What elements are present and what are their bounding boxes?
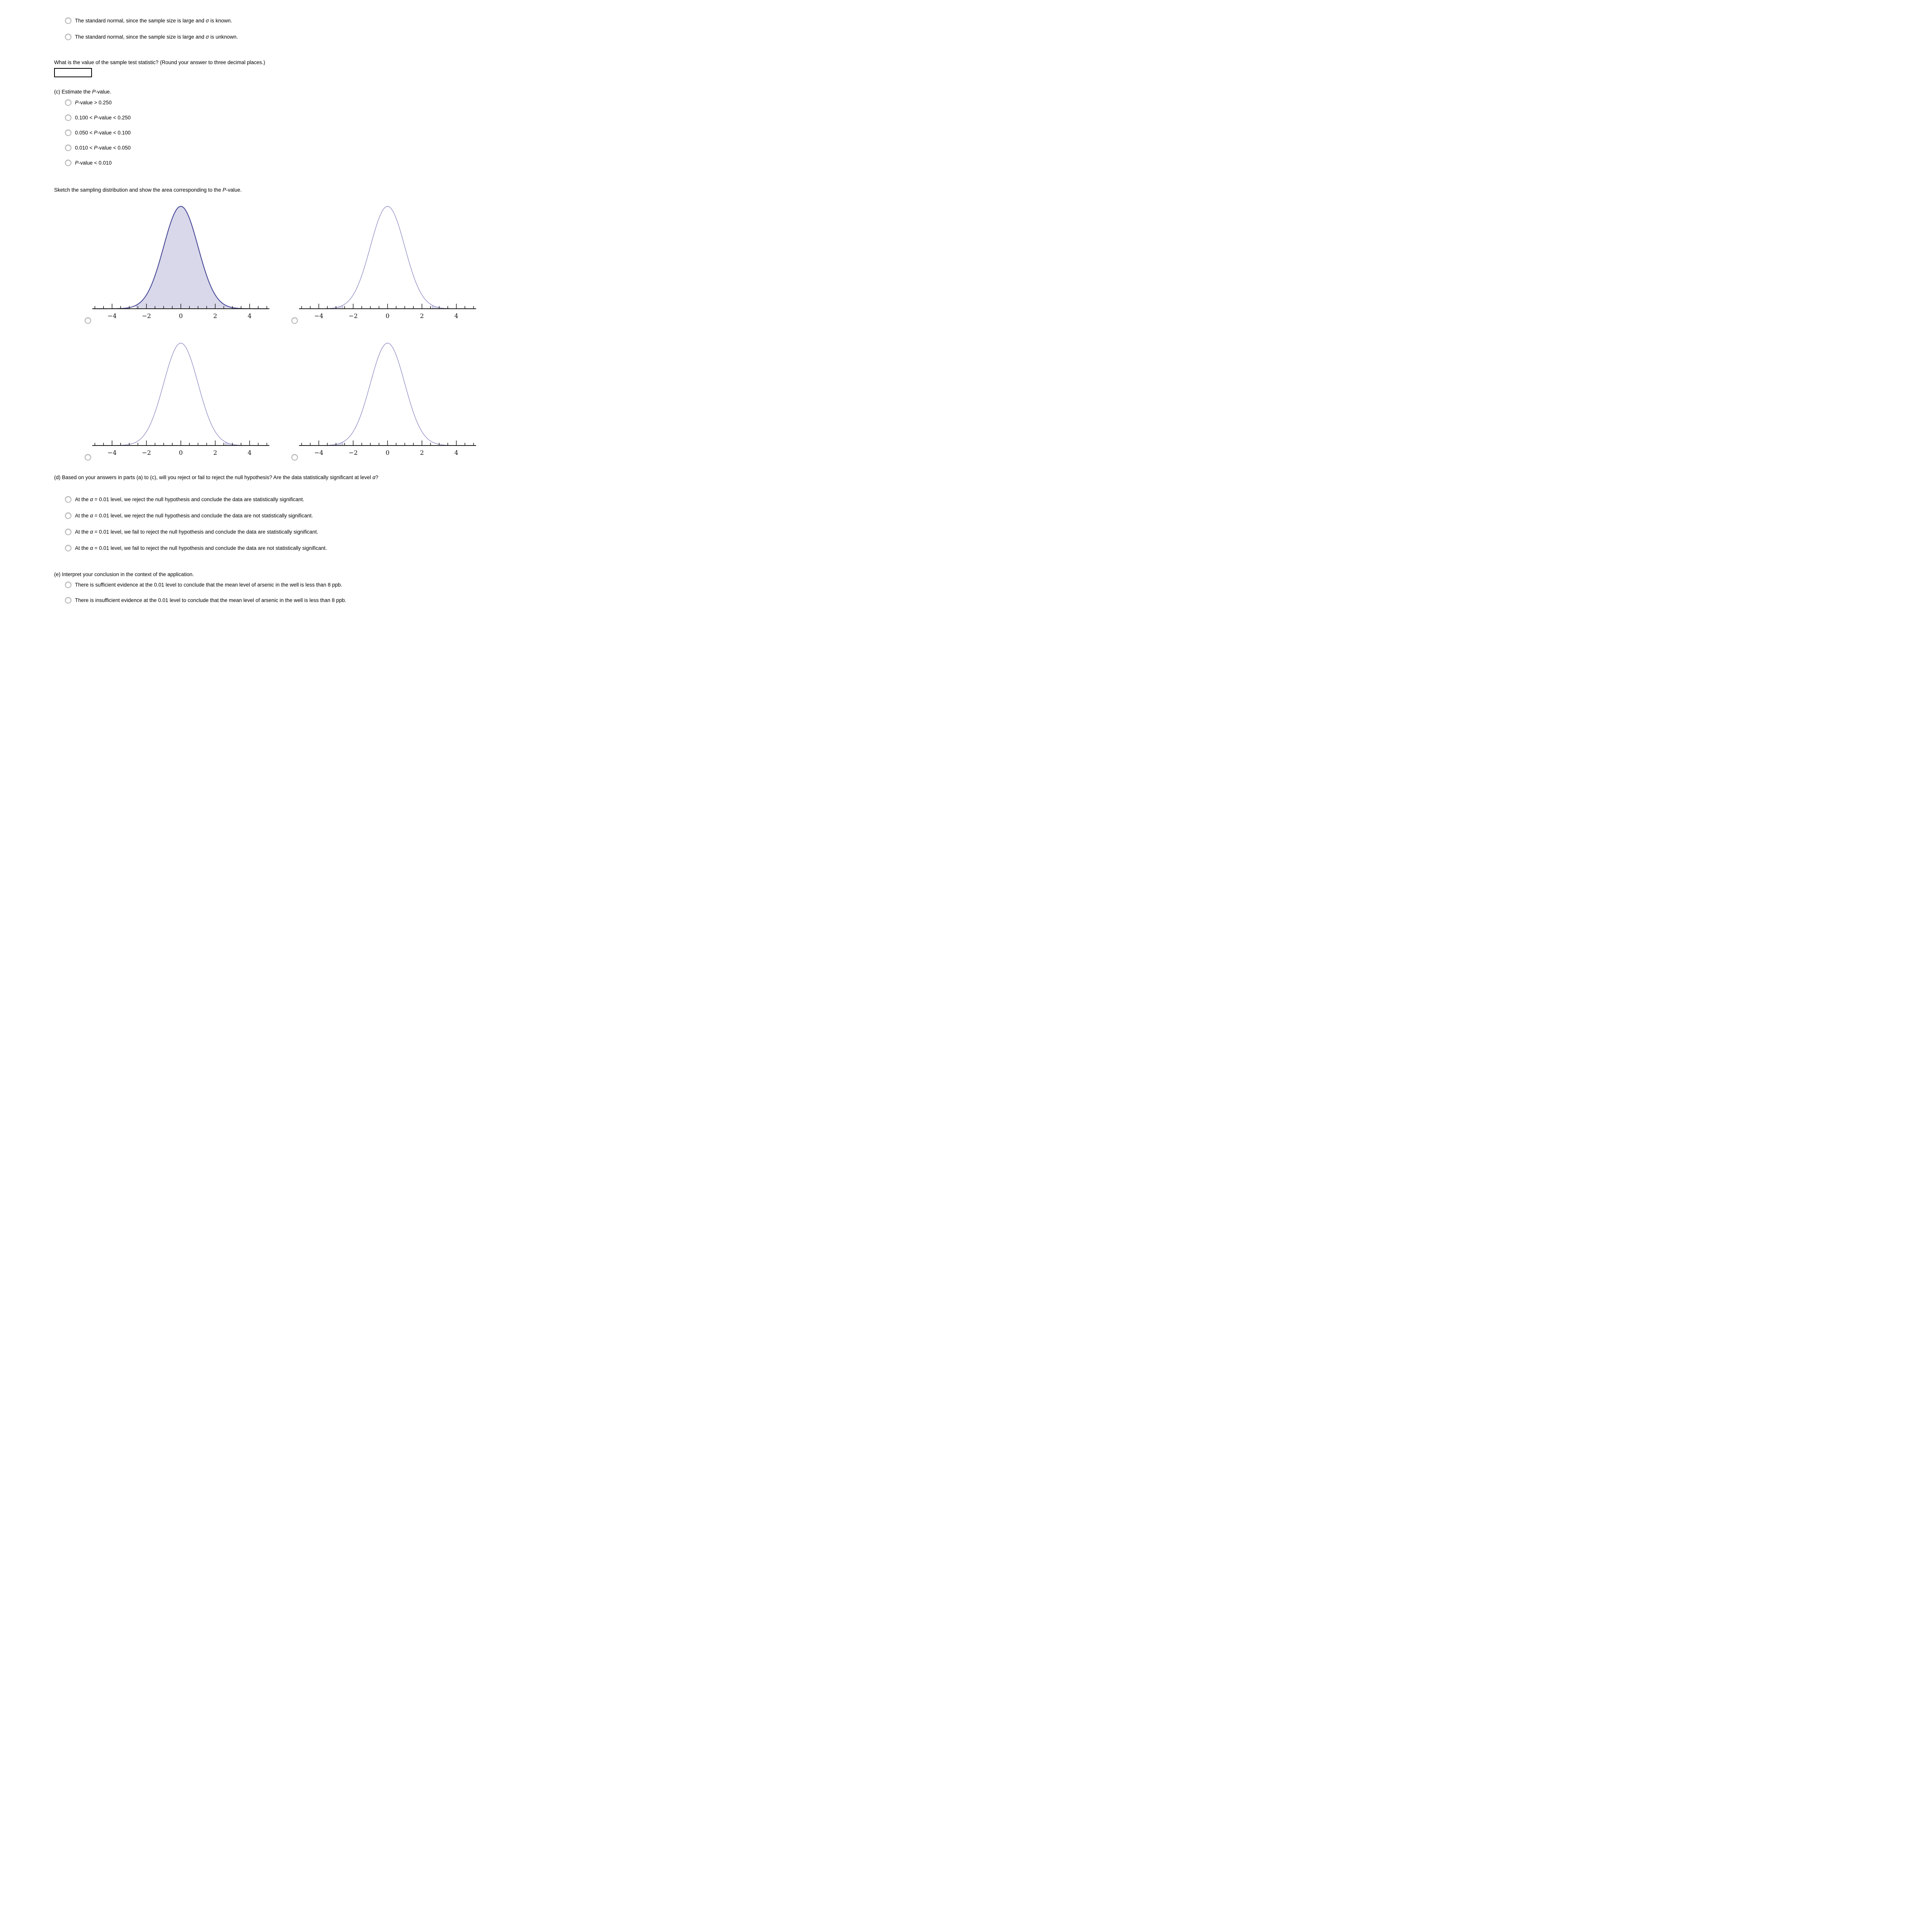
svg-text:−4: −4 — [107, 449, 117, 456]
normal-curve-plot-right-tail-shaded: −4 −2 0 2 4 — [92, 343, 270, 456]
part-d-option-list: At the α = 0.01 level, we reject the nul… — [65, 496, 327, 561]
option-label: At the α = 0.01 level, we fail to reject… — [75, 545, 327, 551]
option-row: The standard normal, since the sample si… — [65, 17, 238, 24]
graph-radio-button[interactable] — [291, 317, 298, 324]
graph-option-cell: −4 −2 0 2 4 — [290, 199, 479, 325]
option-label: There is insufficient evidence at the 0.… — [75, 597, 347, 603]
part-c-option-list: P-value > 0.250 0.100 < P-value < 0.250 … — [65, 99, 131, 174]
test-statistic-input[interactable] — [54, 68, 92, 77]
radio-button[interactable] — [65, 512, 71, 519]
radio-button[interactable] — [65, 145, 71, 151]
option-row: At the α = 0.01 level, we reject the nul… — [65, 496, 327, 503]
svg-text:0: 0 — [386, 312, 389, 320]
option-label: At the α = 0.01 level, we reject the nul… — [75, 497, 304, 502]
option-label: At the α = 0.01 level, we reject the nul… — [75, 513, 313, 519]
option-row: There is insufficient evidence at the 0.… — [65, 597, 346, 604]
option-row: P-value > 0.250 — [65, 99, 131, 106]
option-label: 0.100 < P-value < 0.250 — [75, 115, 131, 121]
part-c-heading: (c) Estimate the P-value. — [54, 89, 111, 95]
sketch-heading: Sketch the sampling distribution and sho… — [54, 187, 242, 193]
radio-button[interactable] — [65, 34, 71, 40]
option-row: P-value < 0.010 — [65, 159, 131, 167]
radio-button[interactable] — [65, 597, 71, 604]
svg-text:−2: −2 — [142, 312, 151, 320]
option-label: At the α = 0.01 level, we fail to reject… — [75, 529, 318, 535]
option-label: The standard normal, since the sample si… — [75, 18, 232, 24]
sampling-distribution-option-list: The standard normal, since the sample si… — [65, 17, 238, 49]
graph-radio-button[interactable] — [291, 454, 298, 461]
radio-button[interactable] — [65, 160, 71, 166]
svg-text:4: 4 — [248, 449, 252, 456]
radio-button[interactable] — [65, 529, 71, 535]
svg-text:0: 0 — [179, 449, 183, 456]
graph-radio-button[interactable] — [85, 317, 91, 324]
option-label: P-value < 0.010 — [75, 160, 112, 166]
svg-text:2: 2 — [213, 449, 217, 456]
radio-button[interactable] — [65, 496, 71, 503]
radio-button[interactable] — [65, 99, 71, 106]
normal-curve-plot-two-tails-shaded: −4 −2 0 2 4 — [299, 206, 476, 320]
option-row: At the α = 0.01 level, we fail to reject… — [65, 544, 327, 552]
svg-text:4: 4 — [454, 449, 458, 456]
part-e-option-list: There is sufficient evidence at the 0.01… — [65, 581, 346, 612]
option-row: 0.100 < P-value < 0.250 — [65, 114, 131, 121]
part-d-heading: (d) Based on your answers in parts (a) t… — [54, 474, 379, 480]
radio-button[interactable] — [65, 582, 71, 588]
option-row: At the α = 0.01 level, we fail to reject… — [65, 528, 327, 536]
option-row: 0.050 < P-value < 0.100 — [65, 129, 131, 136]
option-row: There is sufficient evidence at the 0.01… — [65, 581, 346, 588]
option-label: The standard normal, since the sample si… — [75, 34, 238, 40]
svg-text:−2: −2 — [349, 449, 358, 456]
svg-text:−2: −2 — [349, 312, 358, 320]
svg-text:−2: −2 — [142, 449, 151, 456]
radio-button[interactable] — [65, 129, 71, 136]
graph-option-cell: −4 −2 0 2 4 — [83, 199, 272, 325]
radio-button[interactable] — [65, 545, 71, 551]
svg-text:0: 0 — [386, 449, 389, 456]
svg-text:2: 2 — [420, 449, 424, 456]
graph-option-cell: −4 −2 0 2 4 — [83, 336, 272, 462]
normal-curve-plot-right-of-negative-z-shaded: −4 −2 0 2 4 — [92, 206, 270, 320]
option-label: 0.050 < P-value < 0.100 — [75, 130, 131, 136]
svg-text:0: 0 — [179, 312, 183, 320]
svg-text:2: 2 — [213, 312, 217, 320]
option-row: The standard normal, since the sample si… — [65, 33, 238, 41]
radio-button[interactable] — [65, 114, 71, 121]
radio-button[interactable] — [65, 17, 71, 24]
test-statistic-prompt: What is the value of the sample test sta… — [54, 60, 265, 65]
graph-radio-button[interactable] — [85, 454, 91, 461]
option-label: There is sufficient evidence at the 0.01… — [75, 582, 342, 588]
graph-option-cell: −4 −2 0 2 4 — [290, 336, 479, 462]
svg-text:−4: −4 — [314, 449, 323, 456]
svg-text:4: 4 — [248, 312, 252, 320]
option-row: At the α = 0.01 level, we reject the nul… — [65, 512, 327, 519]
option-row: 0.010 < P-value < 0.050 — [65, 144, 131, 151]
svg-text:−4: −4 — [107, 312, 117, 320]
option-label: 0.010 < P-value < 0.050 — [75, 145, 131, 151]
svg-text:2: 2 — [420, 312, 424, 320]
option-label: P-value > 0.250 — [75, 100, 112, 105]
sketch-graph-options: −4 −2 0 2 4 −4 −2 0 2 4 −4 −2 0 2 4 −4 −2 0 2 4 — [83, 199, 479, 462]
svg-text:−4: −4 — [314, 312, 323, 320]
part-e-heading: (e) Interpret your conclusion in the con… — [54, 571, 194, 577]
normal-curve-plot-left-tail-shaded: −4 −2 0 2 4 — [299, 343, 476, 456]
svg-text:4: 4 — [454, 312, 458, 320]
